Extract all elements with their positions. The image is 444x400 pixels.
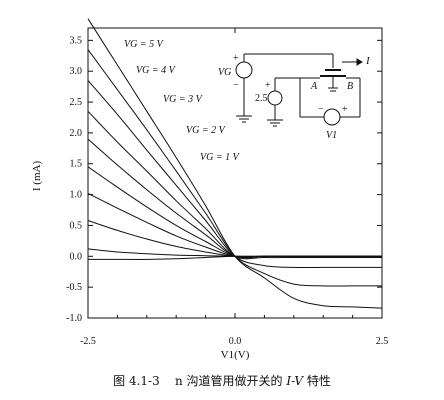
plus-sign: +	[265, 80, 271, 91]
plus-sign: +	[342, 104, 348, 115]
caption-text: n 沟道管用做开关的	[175, 374, 283, 388]
plot-frame	[87, 27, 383, 319]
x-tick-label: 2.5	[376, 336, 389, 347]
y-tick-label: 1.5	[70, 159, 83, 170]
y-tick-label: -0.5	[66, 282, 82, 293]
y-tick-label: 2.0	[70, 128, 83, 139]
series-label: VG = 1 V	[200, 152, 241, 163]
y-tick-label: 1.0	[70, 190, 83, 201]
y-tick-label: 0.5	[70, 220, 83, 231]
v1-source	[323, 108, 341, 126]
y-tick-label: 3.5	[70, 35, 83, 46]
series-line	[87, 110, 382, 260]
plot-axes	[87, 27, 383, 319]
minus-sign: −	[318, 104, 324, 115]
vg-source	[235, 61, 253, 79]
series-line	[87, 220, 382, 258]
y-tick-label: 3.0	[70, 66, 83, 77]
node-a-label: A	[310, 81, 318, 92]
x-tick-label: 0.0	[229, 336, 242, 347]
caption-prefix: 图 4.1-3	[113, 374, 160, 388]
series-label: VG = 5 V	[124, 39, 165, 50]
x-tick-label: -2.5	[80, 336, 96, 347]
caption-text-end: 特性	[306, 374, 331, 388]
series-labels: VG = 5 V VG = 4 V VG = 3 V VG = 2 V VG = 1 V	[124, 39, 241, 163]
vg-label: VG	[218, 67, 231, 78]
circuit-schematic	[235, 53, 363, 127]
series-line	[87, 80, 382, 269]
minus-sign: −	[233, 80, 239, 91]
tick-marks: 3.5 3.0 2.5 2.0 1.5 1.0 0.5 0.0 -0.5 -1.0 -2.5 0.0 2…	[66, 28, 388, 347]
y-tick-label: 2.5	[70, 97, 83, 108]
arrow-head-icon	[356, 58, 363, 66]
bias-value: 2.5	[255, 93, 268, 104]
node-b-label: B	[347, 81, 353, 92]
y-tick-label: 0.0	[70, 251, 83, 262]
plus-sign: +	[233, 53, 239, 64]
series-label: VG = 2 V	[186, 125, 227, 136]
series-label: VG = 4 V	[136, 65, 177, 76]
bias-source	[267, 90, 283, 106]
current-label: I	[365, 55, 371, 67]
figure-caption: 图 4.1-3 n 沟道管用做开关的 I-V 特性	[0, 372, 444, 389]
series-line	[87, 248, 382, 257]
x-axis-label: V1(V)	[221, 349, 250, 361]
iv-curves	[87, 18, 383, 309]
series-line	[87, 192, 382, 258]
series-line	[87, 166, 382, 258]
series-label: VG = 3 V	[163, 94, 204, 105]
caption-italic: I-V	[286, 374, 303, 388]
y-tick-label: -1.0	[66, 313, 82, 324]
series-line	[88, 255, 382, 260]
y-axis-label: I (mA)	[31, 161, 43, 192]
v1-label: V1	[326, 130, 337, 141]
